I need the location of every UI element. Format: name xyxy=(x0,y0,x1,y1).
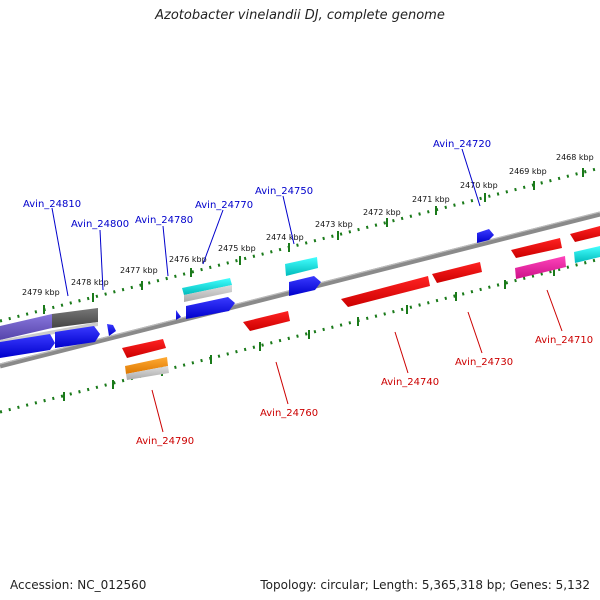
gene-arrow-small-blue[interactable] xyxy=(477,229,494,243)
gene-arrow-blue[interactable] xyxy=(55,326,100,348)
gene-arrow-blue[interactable] xyxy=(289,276,321,296)
leader-line xyxy=(202,209,224,265)
gene-arrow-blue[interactable] xyxy=(186,297,235,319)
gene-label-avin-24750[interactable]: Avin_24750 xyxy=(255,186,313,197)
gene-arrow-tiny-blue[interactable] xyxy=(176,310,181,320)
gene-feature-orange[interactable] xyxy=(125,357,168,374)
leader-line xyxy=(282,195,295,245)
kbp-label: 2469 kbp xyxy=(509,167,547,176)
gene-feature-lavender[interactable] xyxy=(0,314,52,340)
gene-feature-lightgray[interactable] xyxy=(126,366,169,380)
leader-line xyxy=(162,225,169,277)
kbp-label: 2477 kbp xyxy=(120,266,158,275)
kbp-label: 2478 kbp xyxy=(71,278,109,287)
gene-feature-cyan[interactable] xyxy=(182,278,232,295)
leader-line xyxy=(275,361,289,405)
kbp-labels: 2479 kbp 2478 kbp 2477 kbp 2476 kbp 2475… xyxy=(22,153,594,297)
gene-label-avin-24720[interactable]: Avin_24720 xyxy=(433,139,491,150)
gene-arrow-red[interactable] xyxy=(243,311,290,331)
kbp-label: 2468 kbp xyxy=(556,153,594,162)
gene-arrow-red[interactable] xyxy=(432,262,482,283)
forward-labels: Avin_24810 Avin_24800 Avin_24780 Avin_24… xyxy=(23,139,491,230)
gene-arrow-red[interactable] xyxy=(341,276,430,307)
gene-label-avin-24780[interactable]: Avin_24780 xyxy=(135,215,193,226)
gene-feature-cyan[interactable] xyxy=(285,257,318,276)
kbp-label: 2479 kbp xyxy=(22,288,60,297)
reverse-label-leaders xyxy=(151,289,563,433)
gene-label-avin-24790[interactable]: Avin_24790 xyxy=(136,436,194,447)
forward-label-leaders xyxy=(51,148,481,297)
genome-summary-text: Topology: circular; Length: 5,365,318 bp… xyxy=(260,578,590,592)
gene-label-avin-24710[interactable]: Avin_24710 xyxy=(535,335,593,346)
gene-label-avin-24770[interactable]: Avin_24770 xyxy=(195,200,253,211)
kbp-label: 2470 kbp xyxy=(460,181,498,190)
kbp-label: 2471 kbp xyxy=(412,195,450,204)
gene-label-avin-24760[interactable]: Avin_24760 xyxy=(260,408,318,419)
gene-feature-lightgray[interactable] xyxy=(184,285,232,302)
gene-arrow-small-blue[interactable] xyxy=(107,324,116,336)
gene-feature-cyan[interactable] xyxy=(574,246,600,263)
leader-line xyxy=(151,389,164,433)
gene-label-avin-24810[interactable]: Avin_24810 xyxy=(23,199,81,210)
reverse-labels: Avin_24790 Avin_24760 Avin_24740 Avin_24… xyxy=(136,335,593,447)
kbp-label: 2472 kbp xyxy=(363,208,401,217)
gene-label-avin-24800[interactable]: Avin_24800 xyxy=(71,219,129,230)
kbp-label: 2473 kbp xyxy=(315,220,353,229)
page-title: Azotobacter vinelandii DJ, complete geno… xyxy=(155,8,445,23)
gene-feature-gray[interactable] xyxy=(52,308,98,328)
leader-line xyxy=(546,289,563,332)
gene-feature-magenta[interactable] xyxy=(515,256,566,279)
kbp-label: 2474 kbp xyxy=(266,233,304,242)
gene-label-avin-24740[interactable]: Avin_24740 xyxy=(381,377,439,388)
leader-line xyxy=(394,331,409,374)
gene-arrow-red[interactable] xyxy=(511,238,562,258)
leader-line xyxy=(99,229,104,291)
forward-major-ticks xyxy=(43,168,584,314)
kbp-label: 2476 kbp xyxy=(169,255,207,264)
leader-line xyxy=(51,207,69,297)
kbp-label: 2475 kbp xyxy=(218,244,256,253)
leader-line xyxy=(461,148,481,207)
gene-arrow-red[interactable] xyxy=(122,339,166,358)
gene-arrow-red[interactable] xyxy=(570,226,600,242)
gene-label-avin-24730[interactable]: Avin_24730 xyxy=(455,357,513,368)
leader-line xyxy=(467,311,483,354)
gene-arrow-blue[interactable] xyxy=(0,334,55,358)
accession-text: Accession: NC_012560 xyxy=(10,578,147,592)
